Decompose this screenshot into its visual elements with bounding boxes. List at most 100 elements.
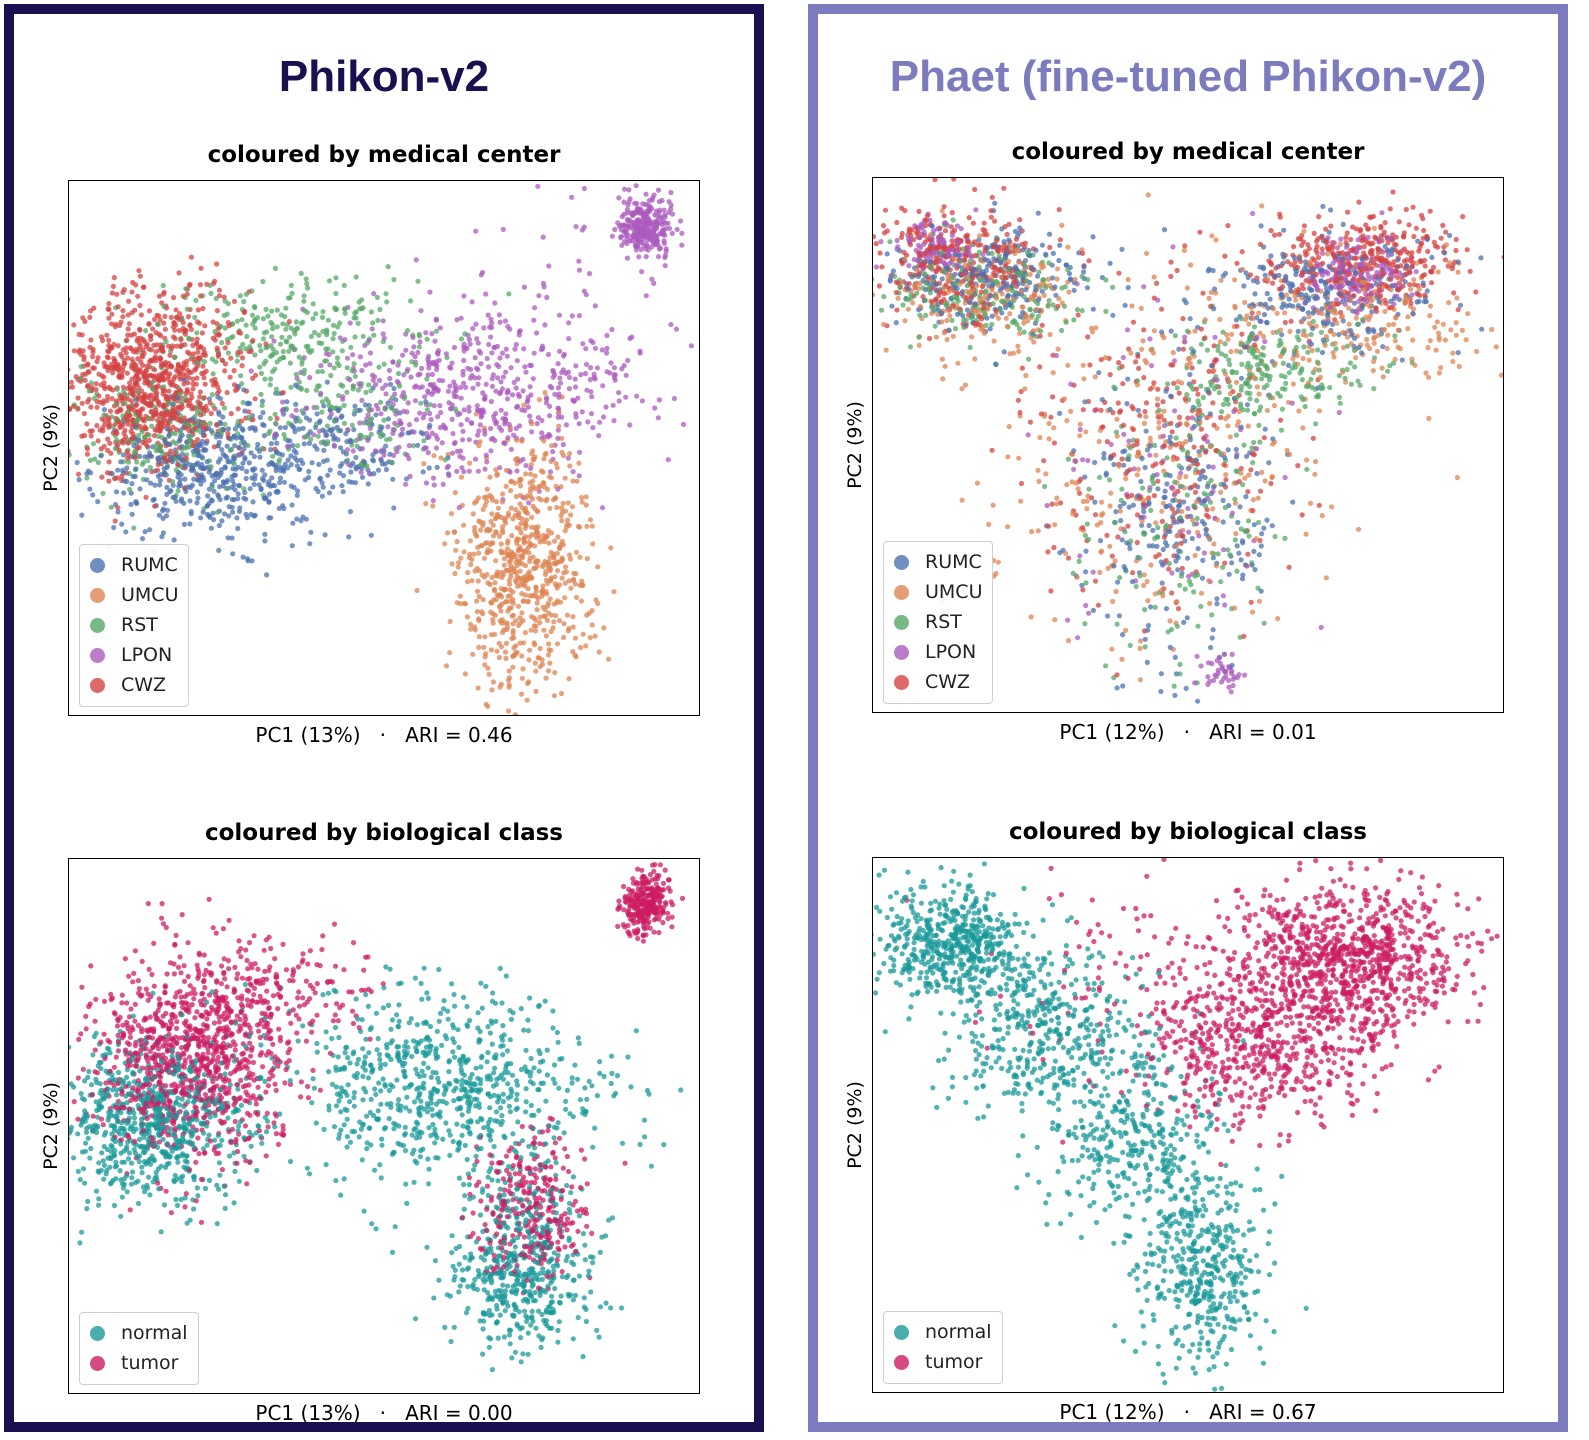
point-rst [299,357,305,363]
point-lpon [654,238,660,244]
point-rst [287,295,293,301]
point-cwz [227,374,233,380]
point-rst [421,438,427,444]
point-lpon [449,360,455,366]
point-lpon [623,372,629,378]
point-normal [175,1153,181,1159]
point-rumc [164,491,170,497]
point-umcu [545,668,552,674]
point-rst [358,461,364,467]
point-rumc [362,402,368,408]
point-rst [333,290,339,297]
point-rst [303,434,309,440]
point-cwz [106,417,112,424]
point-tumor [622,1160,628,1166]
point-rumc [176,483,182,489]
point-umcu [430,503,436,509]
point-normal [502,1288,508,1294]
point-rst [84,475,90,481]
point-lpon [280,399,286,405]
point-normal [383,964,389,970]
point-rumc [308,529,314,535]
point-lpon [599,347,605,353]
point-lpon [415,349,421,356]
point-rumc [220,414,226,420]
point-cwz [106,315,112,321]
point-normal [570,1114,576,1120]
point-rumc [269,475,275,481]
point-tumor [194,1052,201,1058]
point-rumc [187,498,193,504]
point-normal [456,1044,462,1050]
point-rumc [359,466,365,472]
point-umcu [508,549,515,555]
point-tumor [273,1131,279,1137]
point-cwz [137,302,143,309]
point-umcu [540,583,546,589]
point-rumc [223,495,229,501]
point-normal [300,1023,306,1029]
point-cwz [129,310,135,316]
point-cwz [162,313,168,319]
point-rst [193,404,199,410]
point-cwz [165,373,171,379]
point-rst [149,380,155,386]
point-normal [248,1143,254,1149]
point-umcu [518,521,524,527]
point-rst [378,399,384,405]
point-lpon [499,350,506,356]
point-tumor [147,1014,153,1020]
point-normal [440,1136,446,1142]
point-lpon [318,363,324,369]
point-tumor [501,1187,507,1193]
point-umcu [522,592,528,598]
point-rst [396,359,402,365]
point-tumor [101,1031,107,1037]
point-lpon [472,355,478,361]
point-lpon [450,431,456,437]
point-tumor [556,1135,563,1141]
point-normal [463,1310,469,1316]
point-rst [280,348,286,355]
point-rst [395,370,402,377]
point-rst [313,387,319,393]
point-normal [486,1307,492,1314]
point-rumc [236,444,242,450]
point-cwz [109,396,115,402]
point-umcu [495,569,501,575]
point-umcu [506,577,512,584]
point-cwz [94,358,100,365]
point-tumor [202,1092,209,1098]
point-rumc [295,488,301,494]
point-rumc [332,435,338,441]
point-umcu [533,617,539,623]
point-cwz [101,398,107,404]
point-rumc [288,462,294,468]
point-normal [377,1065,383,1071]
point-cwz [125,312,131,318]
point-rumc [219,518,225,524]
point-rumc [252,472,258,478]
point-tumor [141,1017,147,1023]
point-lpon [592,376,598,382]
point-cwz [158,360,165,366]
point-cwz [198,265,204,271]
point-cwz [145,380,151,386]
point-rst [356,299,362,305]
point-umcu [573,549,580,555]
point-rst [339,348,345,354]
point-cwz [155,423,161,429]
point-cwz [216,293,223,299]
legend: RUMC UMCU RST LPON CWZ [79,544,190,707]
point-lpon [427,289,433,295]
point-lpon [566,320,572,326]
point-rst [305,285,311,291]
point-lpon [396,444,402,450]
point-umcu [505,708,512,714]
point-lpon [363,362,369,368]
point-rst [108,504,114,510]
point-rumc [242,489,248,496]
point-lpon [347,320,353,326]
point-lpon [411,344,417,350]
point-rst [319,368,325,375]
